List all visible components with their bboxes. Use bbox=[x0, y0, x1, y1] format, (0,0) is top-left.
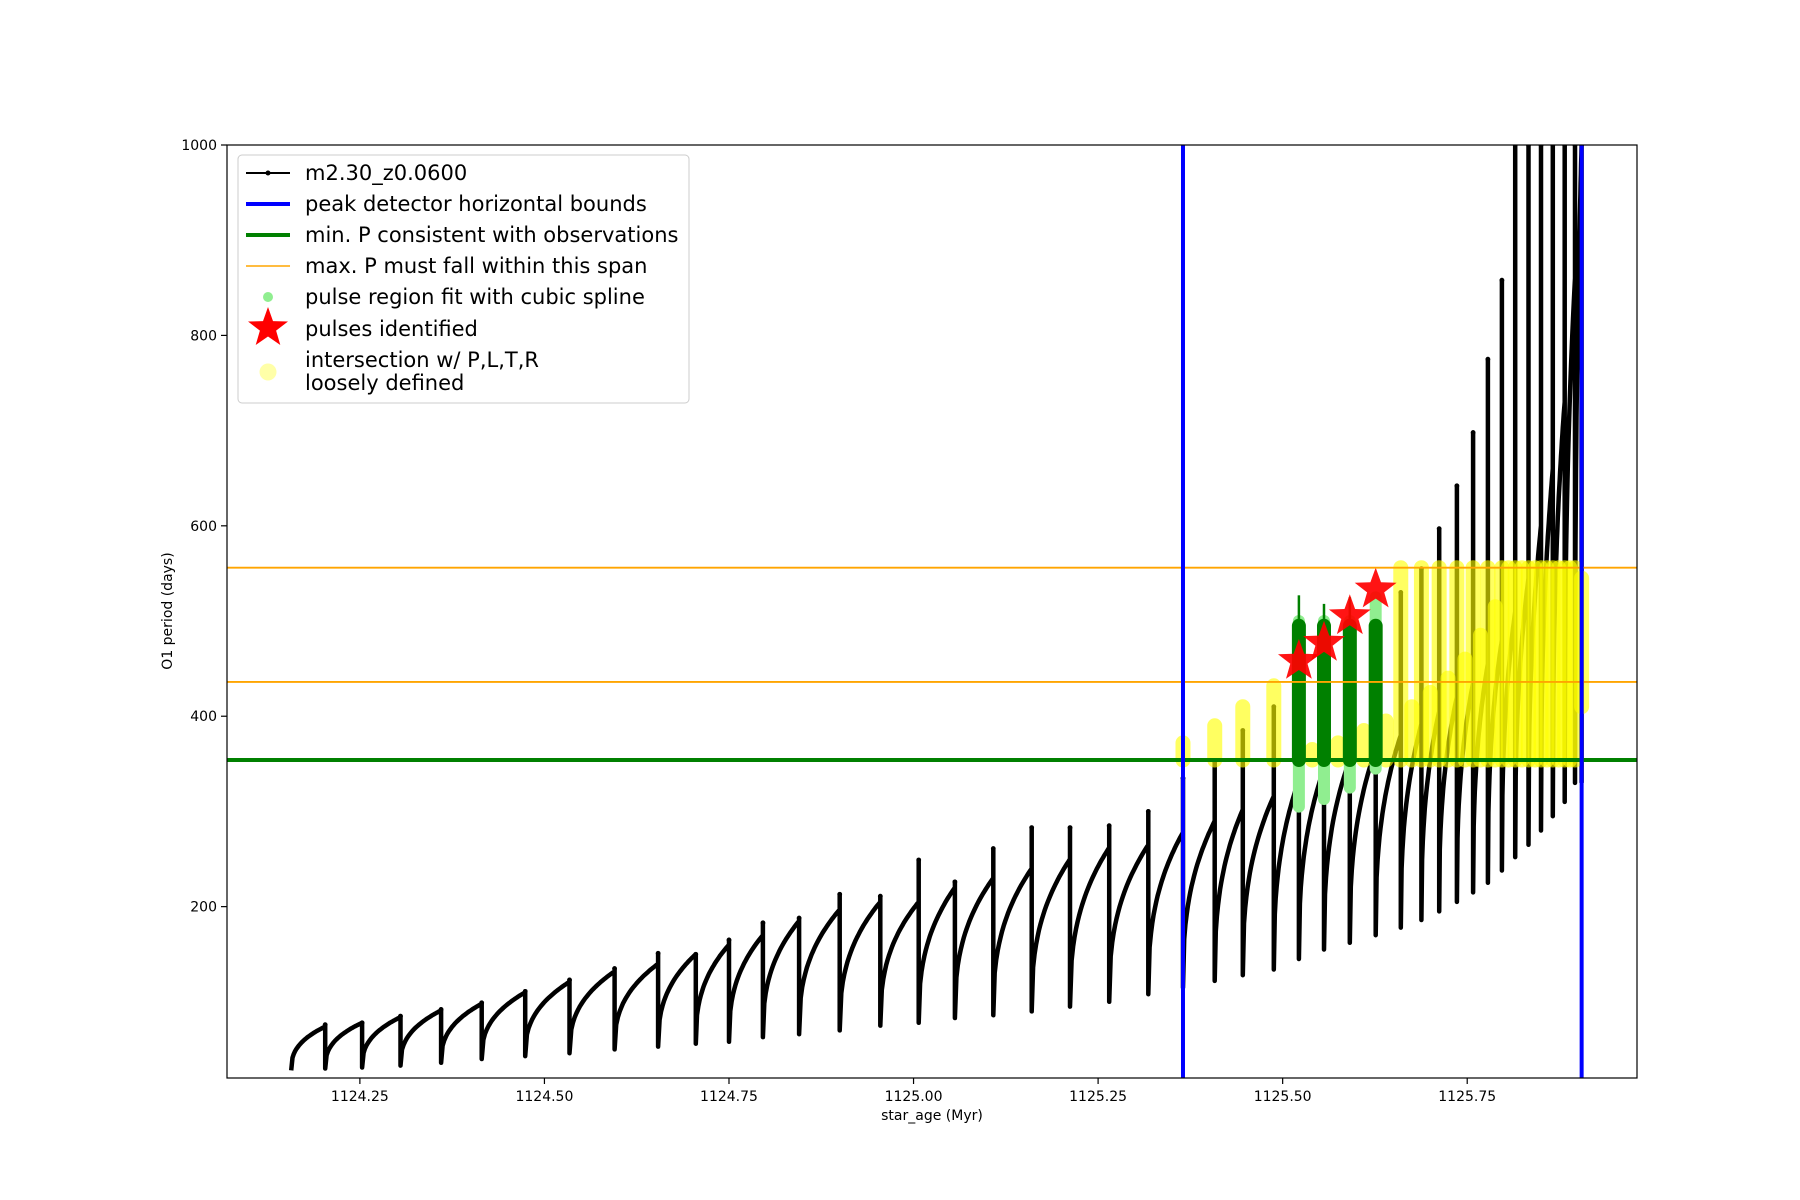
x-tick-label-7: 1125.75 bbox=[1438, 1089, 1496, 1105]
legend-label: pulse region fit with cubic spline bbox=[305, 285, 645, 309]
pulse-peak-point-15 bbox=[877, 893, 883, 899]
pulse-peak-point-7 bbox=[567, 977, 572, 983]
pulse-peak-point-9 bbox=[655, 950, 661, 956]
y-tick-label-5: 1000 bbox=[181, 138, 217, 154]
pulse-peak-point-18 bbox=[990, 846, 996, 851]
pulse-peak-point-2 bbox=[359, 1020, 365, 1026]
series-pulses-identified bbox=[1278, 567, 1397, 679]
legend-entry-4: max. P must fall within this span bbox=[246, 254, 647, 278]
x-tick-label-6: 1125.50 bbox=[1254, 1089, 1312, 1105]
reference-lines bbox=[227, 145, 1637, 1078]
legend-label: min. P consistent with observations bbox=[305, 223, 678, 247]
pulse-peak-point-34 bbox=[1454, 483, 1460, 489]
pulse-peak-point-5 bbox=[479, 1000, 485, 1006]
pulse-peak-point-35 bbox=[1470, 430, 1476, 435]
x-tick-label-3: 1124.75 bbox=[700, 1089, 758, 1105]
x-axis-label: star_age (Myr) bbox=[881, 1108, 983, 1124]
y-axis-label: O1 period (days) bbox=[160, 552, 176, 669]
legend-label: max. P must fall within this span bbox=[305, 254, 647, 278]
plot-frame bbox=[226, 144, 1638, 1079]
pulse-peak-point-19 bbox=[1029, 825, 1035, 831]
legend-label: intersection w/ P,L,T,R bbox=[305, 348, 539, 372]
legend-swatch bbox=[259, 363, 277, 381]
pulse-peak-point-6 bbox=[522, 988, 528, 994]
y-tick-label-4: 800 bbox=[190, 328, 217, 344]
pulse-star-4 bbox=[1354, 567, 1397, 608]
x-tick-label-2: 1124.50 bbox=[515, 1089, 573, 1105]
data-layer bbox=[227, 145, 1637, 1078]
legend-label: peak detector horizontal bounds bbox=[305, 192, 647, 216]
legend-swatch-dot bbox=[265, 170, 271, 176]
y-tick-label-2: 400 bbox=[190, 709, 217, 725]
legend-label: pulses identified bbox=[305, 317, 478, 341]
pulse-peak-point-14 bbox=[837, 891, 843, 897]
pulse-peak-point-16 bbox=[916, 857, 922, 863]
legend-entry-6: pulses identified bbox=[248, 307, 478, 345]
x-tick-label-5: 1125.25 bbox=[1069, 1089, 1127, 1105]
pulse-peak-point-33 bbox=[1436, 526, 1442, 532]
pulse-star-2 bbox=[1303, 620, 1345, 661]
y-tick-label-1: 200 bbox=[190, 900, 217, 916]
pulse-peak-point-12 bbox=[760, 920, 766, 926]
pulse-peak-point-3 bbox=[398, 1013, 403, 1019]
pulse-peak-point-13 bbox=[796, 915, 802, 921]
legend-swatch bbox=[248, 307, 288, 345]
legend-label-line2: loosely defined bbox=[305, 371, 464, 395]
legend-label: m2.30_z0.0600 bbox=[305, 161, 467, 186]
pulse-star-3 bbox=[1328, 594, 1371, 635]
pulse-peak-point-11 bbox=[726, 937, 732, 943]
pulse-peak-point-1 bbox=[322, 1022, 328, 1028]
pulse-peak-point-10 bbox=[693, 951, 699, 957]
legend-swatch bbox=[263, 292, 273, 302]
pulse-peak-point-37 bbox=[1499, 277, 1505, 283]
legend-entry-3: min. P consistent with observations bbox=[246, 223, 678, 247]
pulse-peak-point-4 bbox=[438, 1007, 444, 1012]
y-tick-label-3: 600 bbox=[190, 519, 217, 535]
pulse-peak-point-21 bbox=[1106, 823, 1112, 829]
x-tick-label-4: 1125.00 bbox=[885, 1089, 943, 1105]
series-intersection bbox=[1175, 560, 1590, 768]
legend-entry-5: pulse region fit with cubic spline bbox=[263, 285, 645, 309]
x-tick-label-1: 1124.25 bbox=[331, 1089, 389, 1105]
legend-entry-2: peak detector horizontal bounds bbox=[246, 192, 647, 216]
pulse-peak-point-36 bbox=[1485, 356, 1491, 362]
pulse-peak-point-22 bbox=[1145, 809, 1151, 814]
legend-entry-1: m2.30_z0.0600 bbox=[246, 161, 467, 186]
legend-frame bbox=[237, 154, 690, 404]
pulse-peak-point-20 bbox=[1067, 825, 1073, 831]
axes: 1124.25 1124.50 1124.75 1125.00 1125.25 1125.… bbox=[181, 138, 1496, 1105]
pulse-peak-point-17 bbox=[952, 879, 958, 885]
pulse-star-1 bbox=[1278, 639, 1320, 679]
pulse-peak-point-8 bbox=[612, 966, 617, 971]
